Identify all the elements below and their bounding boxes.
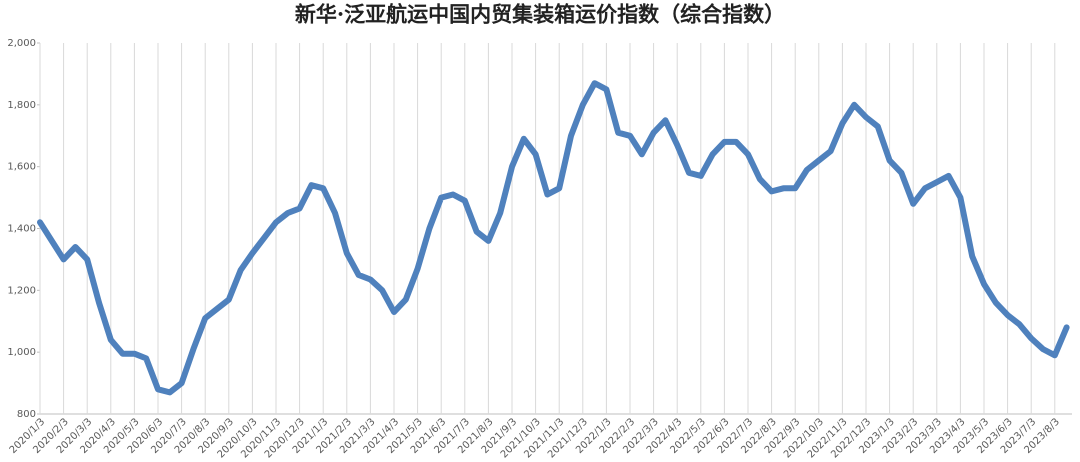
- series-line: [37, 80, 1070, 396]
- y-tick-label: 1,000: [7, 347, 36, 358]
- y-tick-label: 800: [17, 409, 36, 420]
- y-tick-label: 1,600: [7, 162, 36, 173]
- y-tick-label: 1,200: [7, 285, 36, 296]
- chart-title: 新华·泛亚航运中国内贸集装箱运价指数（综合指数）: [295, 2, 785, 27]
- y-tick-label: 1,400: [7, 224, 36, 235]
- y-tick-label: 1,800: [7, 100, 36, 111]
- y-tick-label: 2,000: [7, 38, 36, 49]
